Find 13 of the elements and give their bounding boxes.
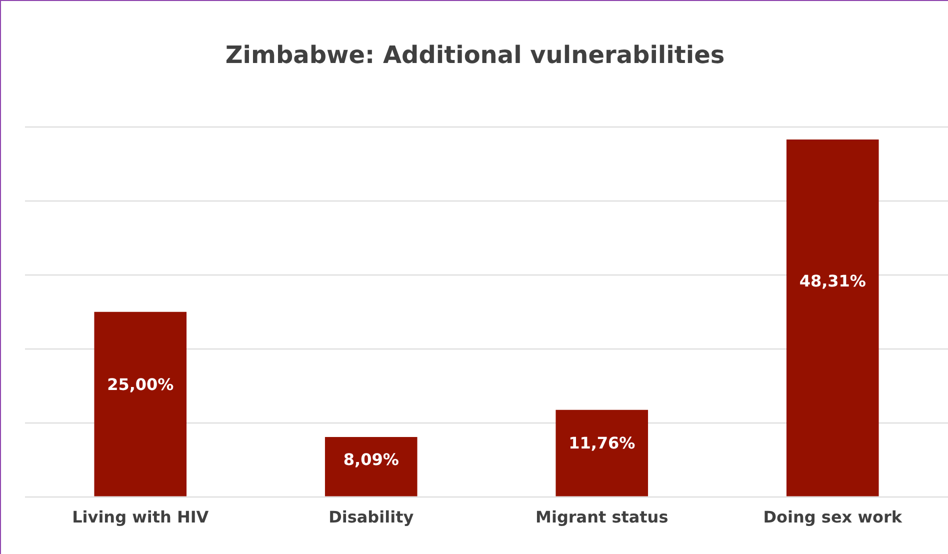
x-tick-label: Living with HIV <box>72 508 210 527</box>
chart-title: Zimbabwe: Additional vulnerabilities <box>224 41 726 69</box>
x-tick-label: Doing sex work <box>763 508 902 527</box>
bar <box>786 140 879 496</box>
x-tick-label: Migrant status <box>536 508 668 527</box>
bar <box>556 410 648 496</box>
data-label: 25,00% <box>107 374 174 394</box>
data-label: 48,31% <box>799 271 866 290</box>
data-label: 8,09% <box>343 450 399 469</box>
x-tick-label: Disability <box>328 508 414 527</box>
bar <box>94 312 187 496</box>
data-label: 11,76% <box>568 434 636 453</box>
bar <box>324 436 418 496</box>
